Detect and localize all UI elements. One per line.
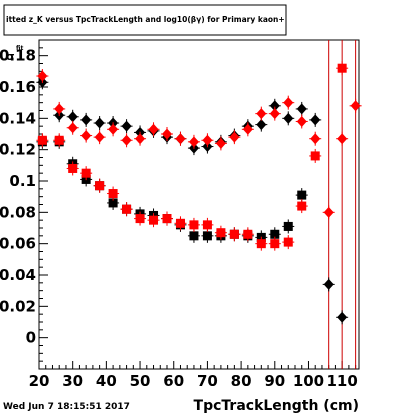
data-point-square (283, 237, 293, 247)
x-tick-label: 20 (29, 372, 50, 390)
x-tick-label: 80 (231, 372, 252, 390)
data-point-square (189, 220, 199, 230)
data-point-diamond (350, 100, 361, 112)
y-tick-label: 0.08 (0, 203, 36, 221)
data-point-diamond (283, 97, 294, 109)
data-point-diamond (162, 128, 172, 140)
x-tick-label: 30 (62, 372, 83, 390)
data-point-diamond (67, 122, 78, 134)
x-tick-label: 90 (264, 372, 285, 390)
data-point-diamond (323, 278, 334, 290)
data-point-square (175, 218, 185, 228)
data-point-diamond (323, 206, 334, 218)
data-point-square (68, 163, 78, 173)
data-point-diamond (94, 131, 105, 143)
data-point-square (202, 231, 212, 241)
data-point-square (108, 198, 118, 208)
y-tick-label: 0.1 (9, 172, 36, 190)
x-tick-label: 50 (130, 372, 151, 390)
data-point-diamond (229, 131, 240, 143)
data-point-diamond (283, 112, 294, 124)
data-point-square (189, 231, 199, 241)
data-point-diamond (188, 136, 199, 148)
x-tick-label: 40 (96, 372, 117, 390)
y-tick-label: 0.06 (0, 235, 36, 253)
data-point-square (216, 228, 226, 238)
data-point-diamond (310, 114, 321, 126)
y-axis-label-sub: fit (16, 45, 23, 52)
x-axis-title: TpcTrackLength (cm) (194, 398, 359, 414)
data-point-square (270, 229, 280, 239)
data-point-diamond (215, 137, 226, 149)
data-point-diamond (337, 311, 348, 323)
data-point-diamond (121, 134, 132, 146)
data-point-diamond (202, 134, 213, 146)
data-point-diamond (108, 123, 119, 135)
y-tick-label: 0.14 (0, 109, 36, 127)
y-tick-label: 0.18 (0, 47, 36, 65)
title-box (3, 4, 287, 36)
y-tick-label: 0.16 (0, 78, 36, 96)
data-point-square (95, 181, 105, 191)
data-point-diamond (94, 117, 105, 129)
data-point-square (135, 214, 145, 224)
y-tick-label: 0 (26, 329, 36, 347)
data-point-square (108, 189, 118, 199)
y-tick-label: 0.04 (0, 266, 36, 284)
data-point-diamond (54, 103, 65, 115)
data-point-diamond (337, 133, 348, 145)
data-point-diamond (242, 123, 253, 135)
data-point-square (229, 229, 239, 239)
data-point-square (162, 214, 172, 224)
x-tick-label: 110 (327, 372, 358, 390)
data-point-diamond (81, 114, 92, 126)
data-point-square (310, 151, 320, 161)
data-point-square (54, 135, 64, 145)
data-point-diamond (296, 115, 307, 127)
data-point-diamond (296, 103, 307, 115)
data-point-diamond (67, 111, 78, 123)
data-point-square (37, 135, 47, 145)
data-point-square (149, 215, 159, 225)
data-point-square (243, 229, 253, 239)
data-point-diamond (121, 120, 132, 132)
y-tick-label: 0.12 (0, 141, 36, 159)
data-point-diamond (269, 100, 280, 112)
timestamp: Wed Jun 7 18:15:51 2017 (3, 402, 130, 412)
data-point-square (202, 220, 212, 230)
y-axis-label: σ (6, 50, 15, 63)
y-tick-label: 0.02 (0, 297, 36, 315)
data-point-square (283, 221, 293, 231)
chart-title: itted z_K versus TpcTrackLength and log1… (6, 15, 285, 24)
x-tick-label: 60 (163, 372, 184, 390)
data-point-square (256, 239, 266, 249)
x-tick-label: 70 (197, 372, 218, 390)
data-point-diamond (37, 70, 48, 82)
data-point-square (122, 204, 132, 214)
data-point-diamond (310, 133, 321, 145)
data-point-square (297, 190, 307, 200)
x-tick-label: 100 (293, 372, 324, 390)
data-point-diamond (135, 133, 146, 145)
data-point-diamond (269, 108, 280, 120)
data-point-diamond (256, 119, 267, 131)
data-point-diamond (148, 123, 159, 135)
data-point-square (81, 168, 91, 178)
data-point-square (270, 239, 280, 249)
data-point-diamond (81, 130, 92, 142)
data-point-diamond (175, 133, 186, 145)
data-point-diamond (256, 108, 267, 120)
data-point-square (297, 201, 307, 211)
data-point-square (337, 63, 347, 73)
